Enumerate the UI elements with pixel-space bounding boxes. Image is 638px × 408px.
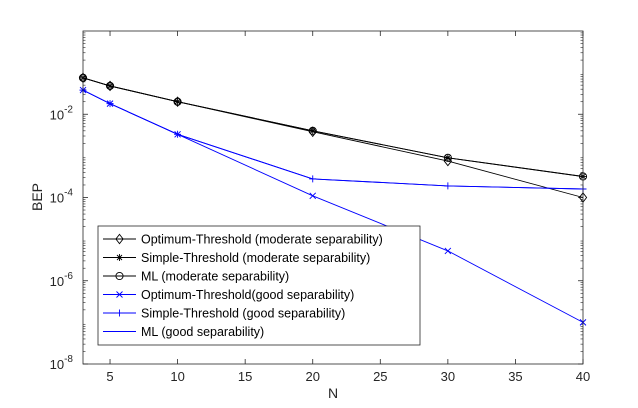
x-tick-label: 40 <box>576 369 590 384</box>
legend-label: ML (moderate separability) <box>141 270 289 284</box>
y-axis-label: BEP <box>29 183 45 211</box>
x-tick-label: 5 <box>106 369 113 384</box>
legend-marker <box>116 291 123 298</box>
x-tick-label: 30 <box>441 369 455 384</box>
series-1-point <box>308 126 317 138</box>
legend-box <box>97 225 421 346</box>
series-5-point <box>174 130 182 138</box>
x-tick-label: 25 <box>373 369 387 384</box>
legend-marker <box>116 254 123 261</box>
series-2-point <box>174 98 182 106</box>
series-lines <box>82 77 584 323</box>
series-5-point <box>106 100 114 108</box>
x-tick-label: 15 <box>238 369 252 384</box>
y-tick-label: 10-4 <box>50 188 74 206</box>
legend-label: ML (good separability) <box>141 325 264 339</box>
legend-marker <box>116 309 123 317</box>
legend: Optimum-Threshold (moderate separability… <box>97 225 421 346</box>
series-line-3 <box>82 77 584 177</box>
legend-label: Optimum-Threshold(good separability) <box>141 288 354 302</box>
x-axis-label: N <box>328 385 338 401</box>
series-1-point <box>105 80 115 92</box>
y-tick-label: 10-2 <box>50 104 74 122</box>
series-5-point <box>444 182 452 190</box>
x-tick-label: 20 <box>305 369 319 384</box>
x-tick-label: 35 <box>508 369 522 384</box>
series-5-point <box>309 175 317 183</box>
series-line-6 <box>82 89 584 190</box>
series-3-point <box>173 97 182 106</box>
legend-marker <box>115 271 124 281</box>
legend-marker <box>115 233 124 245</box>
plot-frame <box>82 30 584 365</box>
series-2-point <box>309 127 317 135</box>
y-tick-label: 10-8 <box>50 354 74 372</box>
series-2-point <box>106 82 114 90</box>
series-4-point <box>309 192 317 200</box>
series-4-point <box>444 247 452 255</box>
x-tick-label: 10 <box>170 369 184 384</box>
legend-label: Simple-Threshold (good separability) <box>141 307 345 321</box>
y-tick-label: 10-6 <box>50 271 74 289</box>
series-3-point <box>105 81 115 90</box>
series-1-point <box>173 96 182 108</box>
series-3-point <box>308 126 317 135</box>
tick-labels: 5 10 15 20 25 30 35 40 10-8 10-6 10-4 10-2 <box>50 104 591 384</box>
series-1-point <box>443 155 453 167</box>
legend-label: Optimum-Threshold (moderate separability… <box>141 233 383 247</box>
series-3-point <box>443 153 452 162</box>
legend-label: Simple-Threshold (moderate separability) <box>141 251 370 265</box>
series-2-point <box>444 154 452 162</box>
